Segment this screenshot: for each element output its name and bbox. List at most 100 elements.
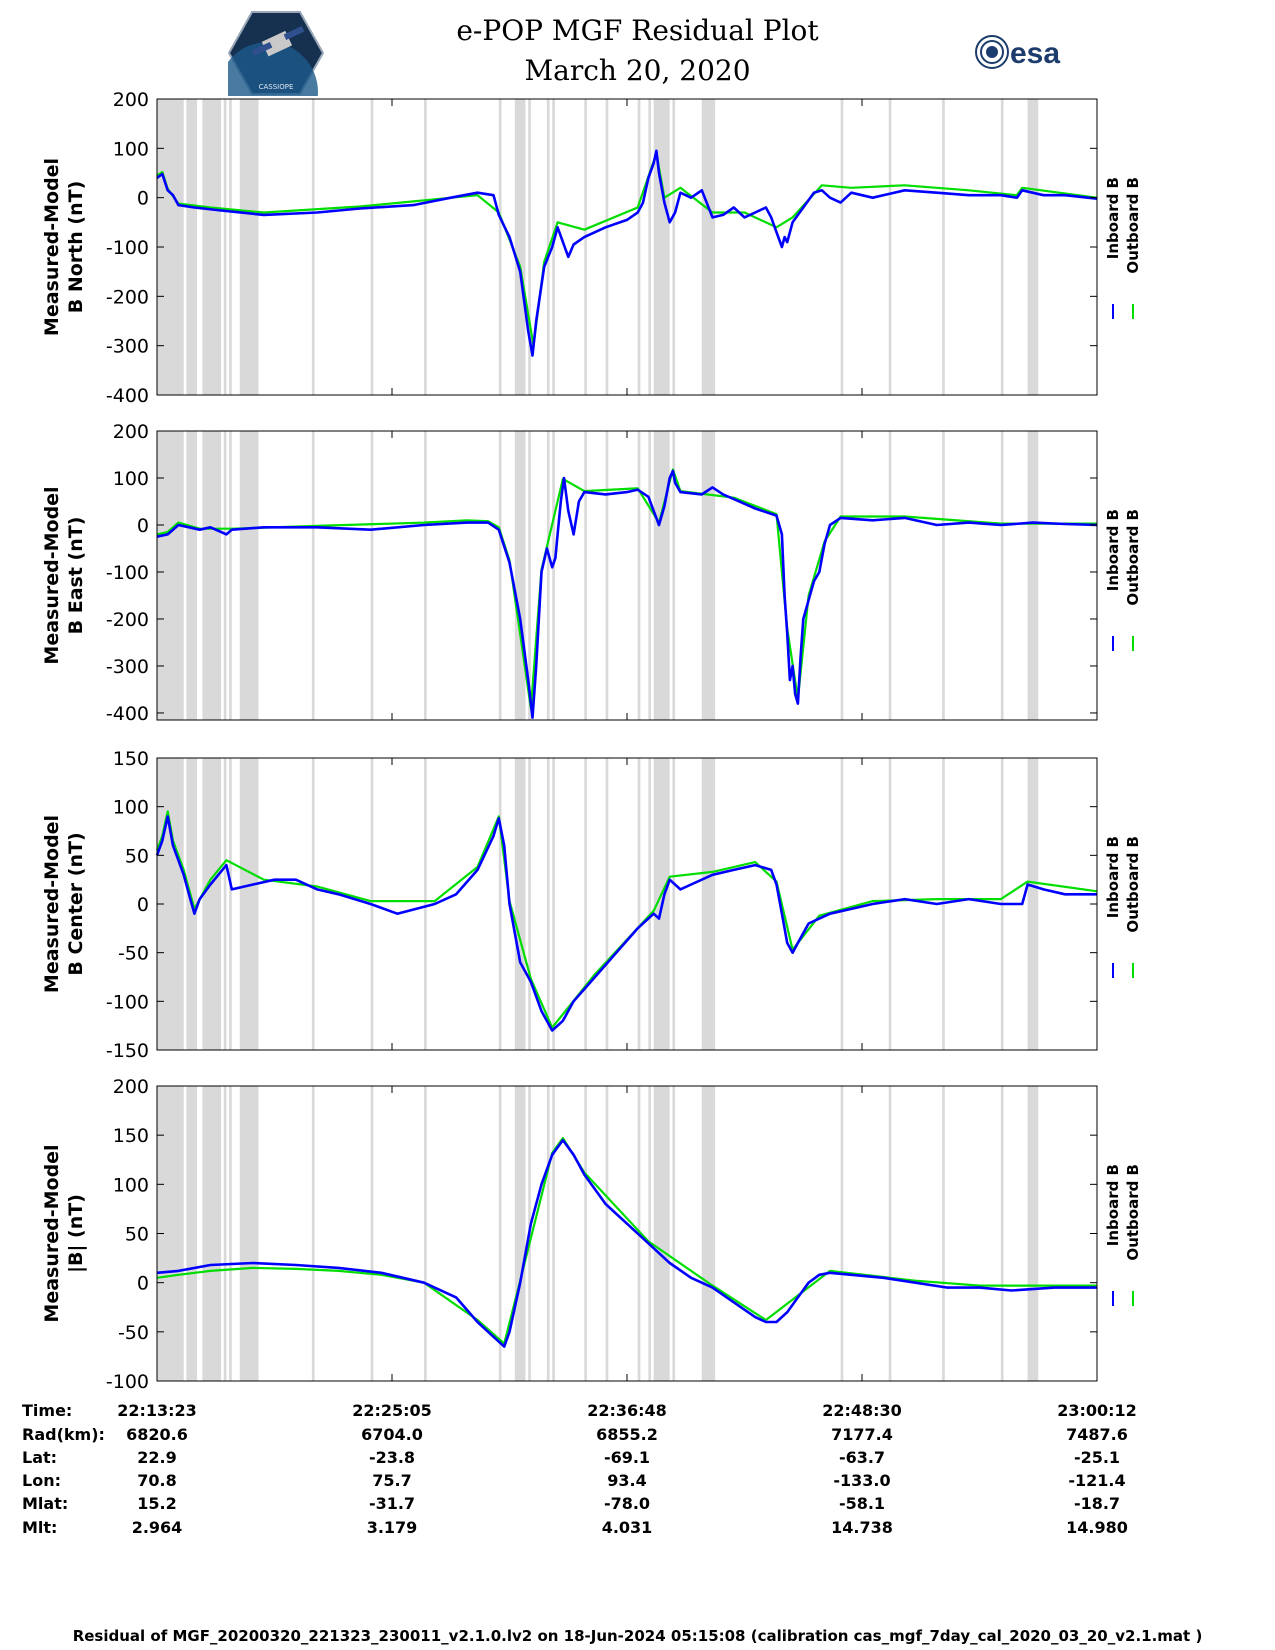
info-cell: 22:36:48 [587,1401,667,1420]
data-gap-band [1000,1086,1004,1381]
y-tick-label: -100 [106,1371,149,1393]
data-gap-band [229,431,232,720]
info-cell: 14.738 [831,1518,893,1537]
data-gap-band [498,99,502,395]
data-gap-band [311,1086,315,1381]
data-gap-band [239,1086,259,1381]
data-gap-band [605,431,609,720]
info-cell: 22:48:30 [822,1401,902,1420]
data-gap-band [546,758,550,1050]
data-gap-band [605,1086,609,1381]
data-gap-band [1027,758,1039,1050]
data-gap-band [202,758,222,1050]
data-gap-band [605,758,609,1050]
info-cell: 2.964 [132,1518,183,1537]
y-tick-label: 200 [113,1076,149,1098]
data-gap-band [653,431,670,720]
data-gap-band [223,1086,227,1381]
y-tick-label: -200 [106,286,149,308]
data-gap-band [888,431,892,720]
data-gap-band [202,431,222,720]
cassiope-logo: CASSIOPE [228,11,324,96]
data-gap-band [840,431,844,720]
data-gap-band [223,431,227,720]
series-line-inboard [155,815,1097,1032]
info-cell: -121.4 [1068,1471,1125,1490]
data-gap-band [311,99,315,395]
y-axis-label: Measured-Model [41,815,63,993]
data-gap-band [370,99,374,395]
data-gap-band [605,99,609,395]
info-cell: -69.1 [604,1448,650,1467]
axes-frame [156,757,1098,1051]
y-tick-label: 200 [113,89,149,111]
data-gap-band [186,1086,198,1381]
info-row-label: Rad(km): [22,1425,105,1444]
data-gap-band [1027,99,1039,395]
y-tick-label: -400 [106,385,149,407]
legend-label: Inboard B [1104,836,1122,918]
data-gap-band [528,99,531,395]
data-gap-band [528,758,531,1050]
info-row-label: Mlat: [22,1494,68,1513]
y-tick-label: -100 [106,562,149,584]
y-axis-label: B East (nT) [65,517,87,635]
chart-title: e-POP MGF Residual Plot [456,14,819,47]
data-gap-band [552,431,555,720]
series-line-outboard [156,468,1097,710]
data-gap-band [701,1086,716,1381]
data-gap-band [672,431,676,720]
y-tick-label: 100 [113,797,149,819]
y-tick-label: 0 [137,188,149,210]
data-gap-band [424,758,427,1050]
info-cell: 23:00:12 [1057,1401,1137,1420]
info-cell: 6704.0 [361,1425,423,1444]
data-gap-band [637,431,641,720]
panel-1: 200 100 0 -100 -200 -300 -400 Measured-Model B N… [41,89,1142,407]
svg-text:CASSIOPE: CASSIOPE [259,83,294,91]
y-tick-label: 50 [125,1224,149,1246]
data-gap-band [1027,431,1039,720]
y-tick-label: -300 [106,656,149,678]
data-gap-band [186,99,198,395]
legend-label: Inboard B [1104,509,1122,591]
data-gap-band [424,431,427,720]
data-gap-band [637,99,641,395]
y-tick-label: -50 [118,1322,149,1344]
info-row-label: Mlt: [22,1518,57,1537]
data-gap-band [552,99,555,395]
series-line-inboard [156,1138,1097,1348]
legend-label: Outboard B [1124,836,1142,933]
data-gap-band [514,758,526,1050]
y-tick-label: 200 [113,421,149,443]
info-cell: 7177.4 [831,1425,893,1444]
y-axis-label: B Center (nT) [65,832,87,975]
info-row-label: Time: [22,1401,72,1420]
data-gap-band [424,99,427,395]
data-gap-band [653,99,670,395]
data-gap-band [223,758,227,1050]
data-gap-band [546,431,550,720]
data-gap-band [370,431,374,720]
info-cell: 6820.6 [126,1425,188,1444]
y-tick-label: 150 [113,748,149,770]
y-tick-label: 100 [113,138,149,160]
data-gap-band [942,1086,945,1381]
data-gap-band [223,99,227,395]
data-gap-band [637,758,641,1050]
y-tick-label: -300 [106,336,149,358]
y-tick-label: -100 [106,237,149,259]
data-gap-band [514,1086,526,1381]
y-tick-label: 0 [137,515,149,537]
y-tick-label: 0 [137,1273,149,1295]
data-gap-band [840,99,844,395]
y-axis-label: |B| (nT) [65,1194,87,1273]
info-cell: 6855.2 [596,1425,658,1444]
data-gap-band [498,758,502,1050]
data-gap-band [1000,99,1004,395]
info-cell: -58.1 [839,1494,885,1513]
axes-frame [156,1085,1098,1382]
data-gap-band [701,99,716,395]
axes-frame [156,430,1098,721]
data-gap-band [672,758,676,1050]
